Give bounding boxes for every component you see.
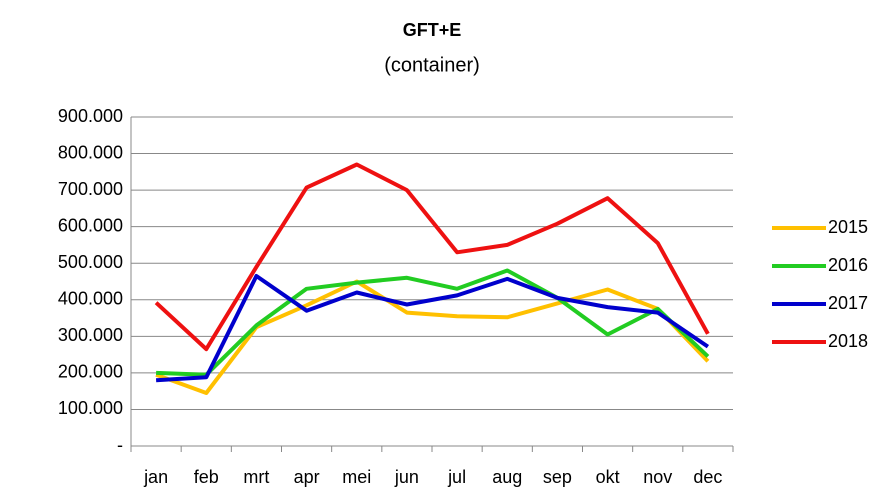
y-tick-label: 900.000 bbox=[58, 106, 123, 126]
x-tick-label: mrt bbox=[243, 467, 269, 487]
y-tick-label: 500.000 bbox=[58, 252, 123, 272]
x-tick-label: aug bbox=[492, 467, 522, 487]
y-tick-label: 600.000 bbox=[58, 215, 123, 235]
x-tick-label: okt bbox=[596, 467, 620, 487]
x-tick-label: apr bbox=[294, 467, 320, 487]
y-tick-label: 100.000 bbox=[58, 398, 123, 418]
y-tick-label: 400.000 bbox=[58, 289, 123, 309]
y-tick-label: 300.000 bbox=[58, 325, 123, 345]
x-tick-label: nov bbox=[643, 467, 672, 487]
legend-label: 2015 bbox=[828, 217, 868, 237]
y-tick-label: - bbox=[117, 435, 123, 455]
y-tick-label: 200.000 bbox=[58, 362, 123, 382]
chart-title: GFT+E bbox=[403, 20, 462, 40]
x-tick-label: dec bbox=[693, 467, 722, 487]
legend-label: 2016 bbox=[828, 255, 868, 275]
series-line bbox=[154, 162, 710, 352]
y-tick-label: 800.000 bbox=[58, 142, 123, 162]
chart-subtitle: (container) bbox=[384, 54, 480, 76]
x-tick-label: jul bbox=[447, 467, 466, 487]
x-tick-label: mei bbox=[342, 467, 371, 487]
legend-label: 2018 bbox=[828, 331, 868, 351]
series-line bbox=[156, 268, 710, 377]
x-tick-label: jan bbox=[143, 467, 168, 487]
series-line bbox=[155, 274, 710, 383]
y-tick-label: 700.000 bbox=[58, 179, 123, 199]
legend-label: 2017 bbox=[828, 293, 868, 313]
x-tick-label: sep bbox=[543, 467, 572, 487]
x-tick-label: jun bbox=[394, 467, 419, 487]
series-line bbox=[155, 279, 710, 395]
x-tick-label: feb bbox=[194, 467, 219, 487]
